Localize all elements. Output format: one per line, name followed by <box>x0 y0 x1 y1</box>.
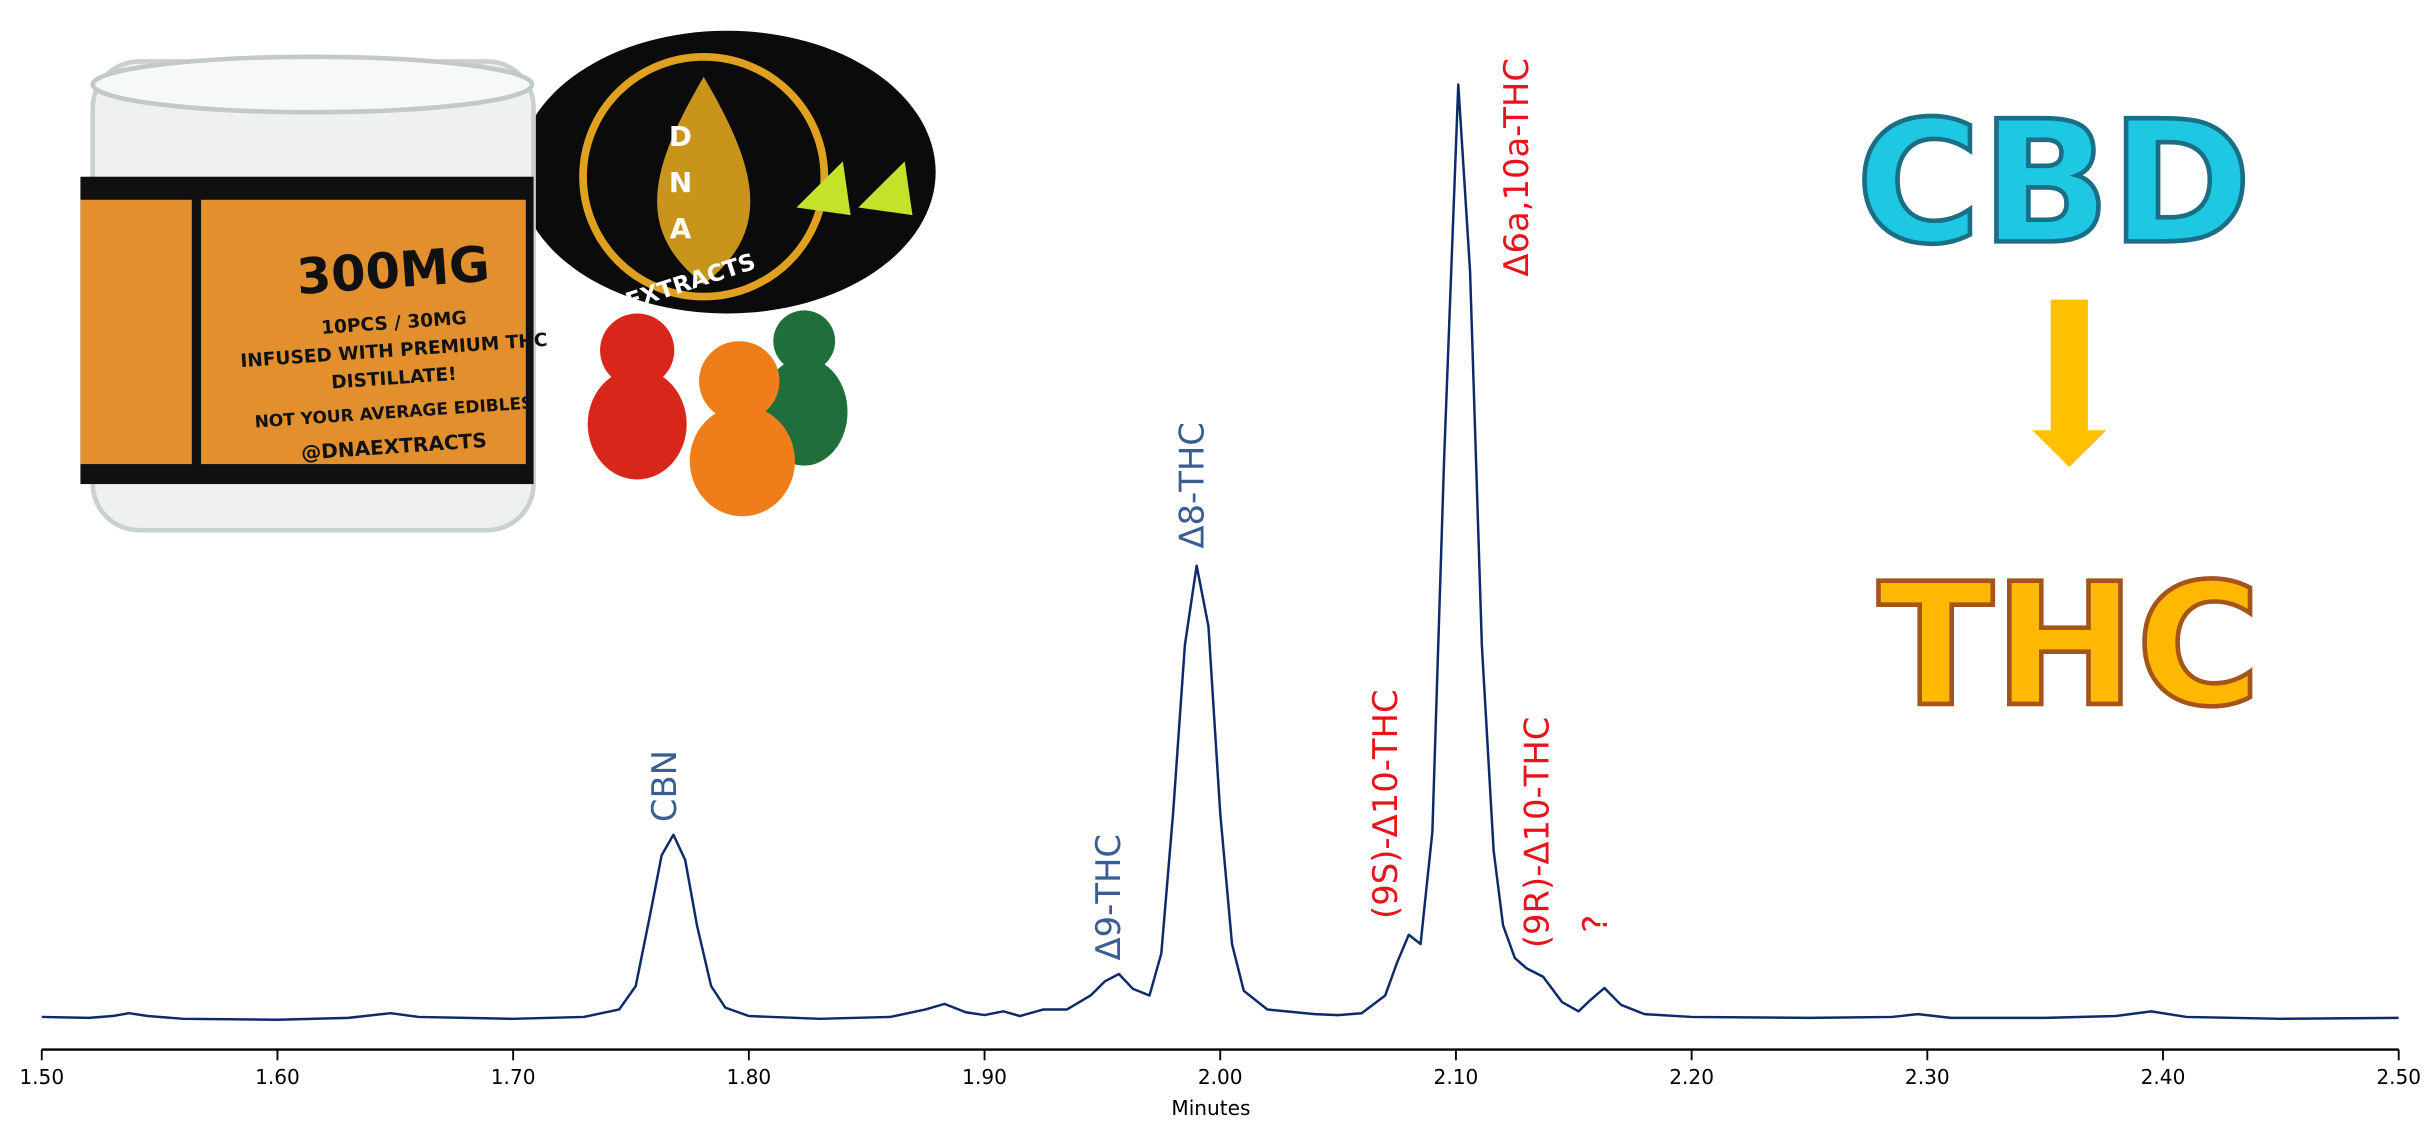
from-compound: CBD <box>1856 85 2252 281</box>
arrow <box>2032 300 2106 467</box>
peak-label: Δ6a,10a-THC <box>1497 58 1536 277</box>
chart: D N A EXTRACTS 300MG 10PCS / 30MG INFUSE… <box>0 0 2425 1131</box>
x-axis-title: Minutes <box>1171 1096 1250 1120</box>
to-compound: THC <box>1878 547 2261 743</box>
x-tick-label: 1.50 <box>19 1065 64 1089</box>
product-photo: D N A EXTRACTS 300MG 10PCS / 30MG INFUSE… <box>80 31 935 530</box>
gummy-bears <box>588 310 848 516</box>
lid-letter: N <box>669 166 692 199</box>
x-tick-label: 2.30 <box>1905 1065 1950 1089</box>
peak-label: Δ8-THC <box>1172 422 1211 548</box>
x-tick-label: 1.80 <box>726 1065 771 1089</box>
lid-letter: D <box>669 120 692 153</box>
jar-label-left <box>80 200 191 464</box>
peak-label: (9S)-Δ10-THC <box>1366 689 1405 919</box>
peak-label: (9R)-Δ10-THC <box>1517 717 1556 949</box>
x-tick-label: 2.40 <box>2141 1065 2186 1089</box>
peak-label: ? <box>1576 915 1615 933</box>
x-tick-label: 2.20 <box>1669 1065 1714 1089</box>
jar-rim <box>93 57 532 112</box>
lid-letter: A <box>670 212 692 245</box>
peak-label: CBN <box>645 750 684 822</box>
x-tick-label: 2.50 <box>2376 1065 2421 1089</box>
x-tick-label: 1.60 <box>255 1065 300 1089</box>
x-tick-label: 2.00 <box>1198 1065 1243 1089</box>
x-tick-label: 1.70 <box>491 1065 536 1089</box>
x-tick-label: 1.90 <box>962 1065 1007 1089</box>
peak-label: Δ9-THC <box>1089 834 1128 960</box>
page: {"chart_data": { "type": "line", "x_labe… <box>0 0 2425 1131</box>
x-tick-label: 2.10 <box>1434 1065 1479 1089</box>
